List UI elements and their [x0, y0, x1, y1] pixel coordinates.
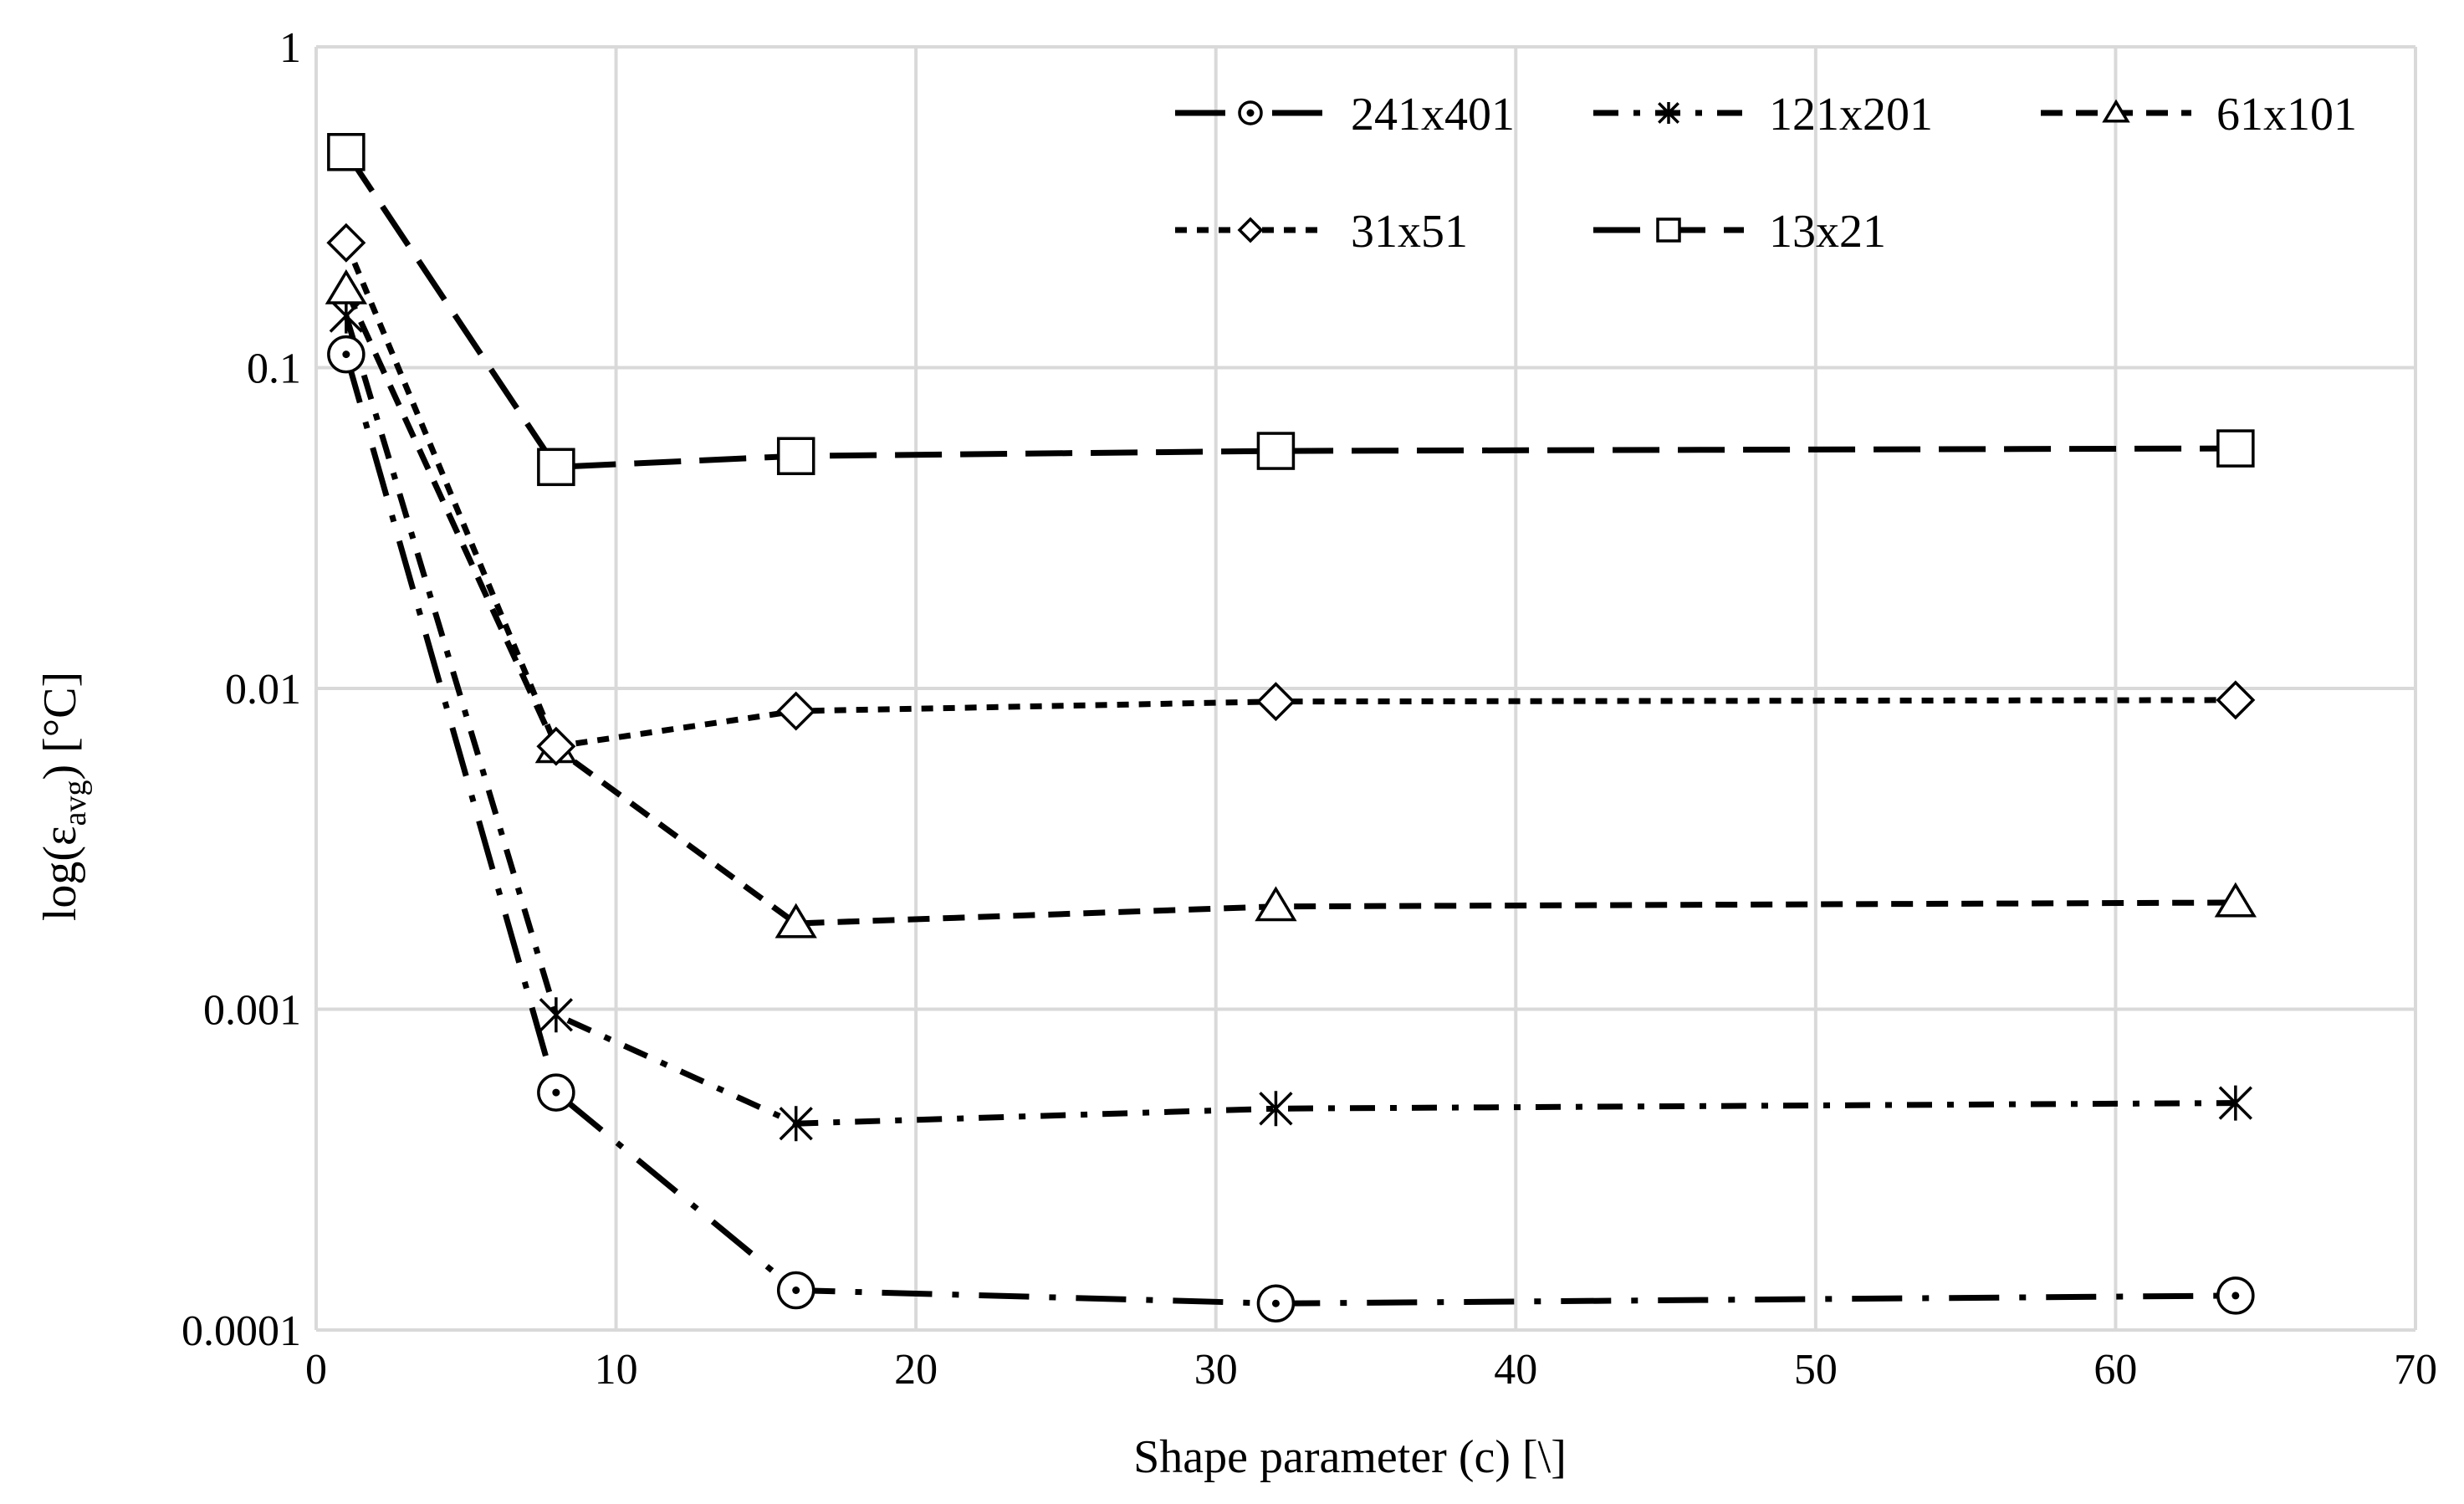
series-line-31x51: [343, 241, 2236, 750]
legend-label: 13x21: [1769, 206, 1886, 258]
legend-item-121x201: 121x201: [1593, 89, 1933, 141]
x-tick-labels: 0 10 20 30 40 50 60 70: [305, 1346, 2437, 1394]
data-point-13x21: [776, 437, 815, 475]
data-point-121x201: [1259, 1091, 1293, 1127]
data-point-31x51: [2216, 680, 2256, 720]
x-tick-label: 0: [305, 1346, 327, 1394]
y-axis-title-suffix: ) [°C]: [34, 672, 86, 780]
series-line-61x101: [343, 288, 2236, 927]
legend: 241x401 121x201 61x101 31x51 13x21: [1175, 89, 2357, 258]
legend-label: 241x401: [1351, 89, 1515, 141]
y-axis-title-prefix: log(ε: [34, 826, 86, 921]
data-point-31x51: [326, 223, 366, 263]
grid-layer: [314, 45, 2417, 1332]
x-tick-label: 50: [1794, 1346, 1838, 1394]
x-tick-label: 70: [2394, 1346, 2437, 1394]
series-layer: [343, 150, 2236, 1307]
data-point-13x21: [327, 133, 366, 171]
data-point-13x21: [1256, 432, 1296, 470]
legend-marker: [1656, 217, 1681, 243]
y-tick-label: 0.01: [225, 666, 301, 714]
x-axis-title: Shape parameter (c) [\]: [1133, 1431, 1567, 1483]
data-point-241x401: [2216, 1276, 2255, 1315]
y-axis-title-subscript: avg: [58, 780, 93, 826]
data-point-241x401: [537, 1073, 575, 1112]
legend-label: 121x201: [1769, 89, 1933, 141]
y-tick-label: 0.0001: [181, 1307, 301, 1355]
data-point-61x101: [774, 903, 817, 939]
y-tick-label: 0.1: [247, 345, 301, 393]
y-tick-labels: 0.0001 0.001 0.01 0.1 1: [181, 24, 301, 1355]
data-point-61x101: [325, 269, 367, 304]
legend-marker: [1658, 102, 1679, 124]
x-tick-label: 20: [894, 1346, 938, 1394]
legend-item-31x51: 31x51: [1175, 206, 1468, 258]
legend-marker: [1237, 217, 1264, 243]
marker-layer: [325, 133, 2257, 1323]
x-tick-label: 60: [2093, 1346, 2137, 1394]
data-point-121x201: [539, 997, 573, 1033]
data-point-121x201: [2218, 1085, 2252, 1121]
y-axis-title: log(εavg) [°C]: [34, 672, 93, 921]
data-point-61x101: [2214, 882, 2257, 918]
data-point-241x401: [776, 1271, 815, 1310]
legend-label: 31x51: [1351, 206, 1468, 258]
y-tick-label: 0.001: [203, 987, 301, 1035]
series-line-13x21: [343, 150, 2236, 470]
legend-marker: [2102, 99, 2130, 123]
data-point-61x101: [1255, 886, 1297, 922]
legend-item-13x21: 13x21: [1593, 206, 1886, 258]
legend-marker: [1238, 100, 1263, 125]
data-point-31x51: [1255, 682, 1296, 722]
series-line-241x401: [343, 353, 2236, 1307]
data-point-13x21: [2216, 429, 2255, 468]
x-tick-label: 30: [1194, 1346, 1238, 1394]
data-point-121x201: [779, 1106, 813, 1142]
legend-label: 61x101: [2216, 89, 2357, 141]
data-point-241x401: [327, 335, 366, 374]
x-tick-label: 40: [1494, 1346, 1537, 1394]
data-point-31x51: [536, 726, 576, 766]
data-point-241x401: [1256, 1284, 1296, 1323]
legend-item-61x101: 61x101: [2041, 89, 2357, 141]
data-point-13x21: [537, 448, 575, 487]
data-point-31x51: [776, 691, 816, 731]
x-tick-label: 10: [595, 1346, 638, 1394]
y-tick-label: 1: [279, 24, 301, 72]
legend-item-241x401: 241x401: [1175, 89, 1515, 141]
